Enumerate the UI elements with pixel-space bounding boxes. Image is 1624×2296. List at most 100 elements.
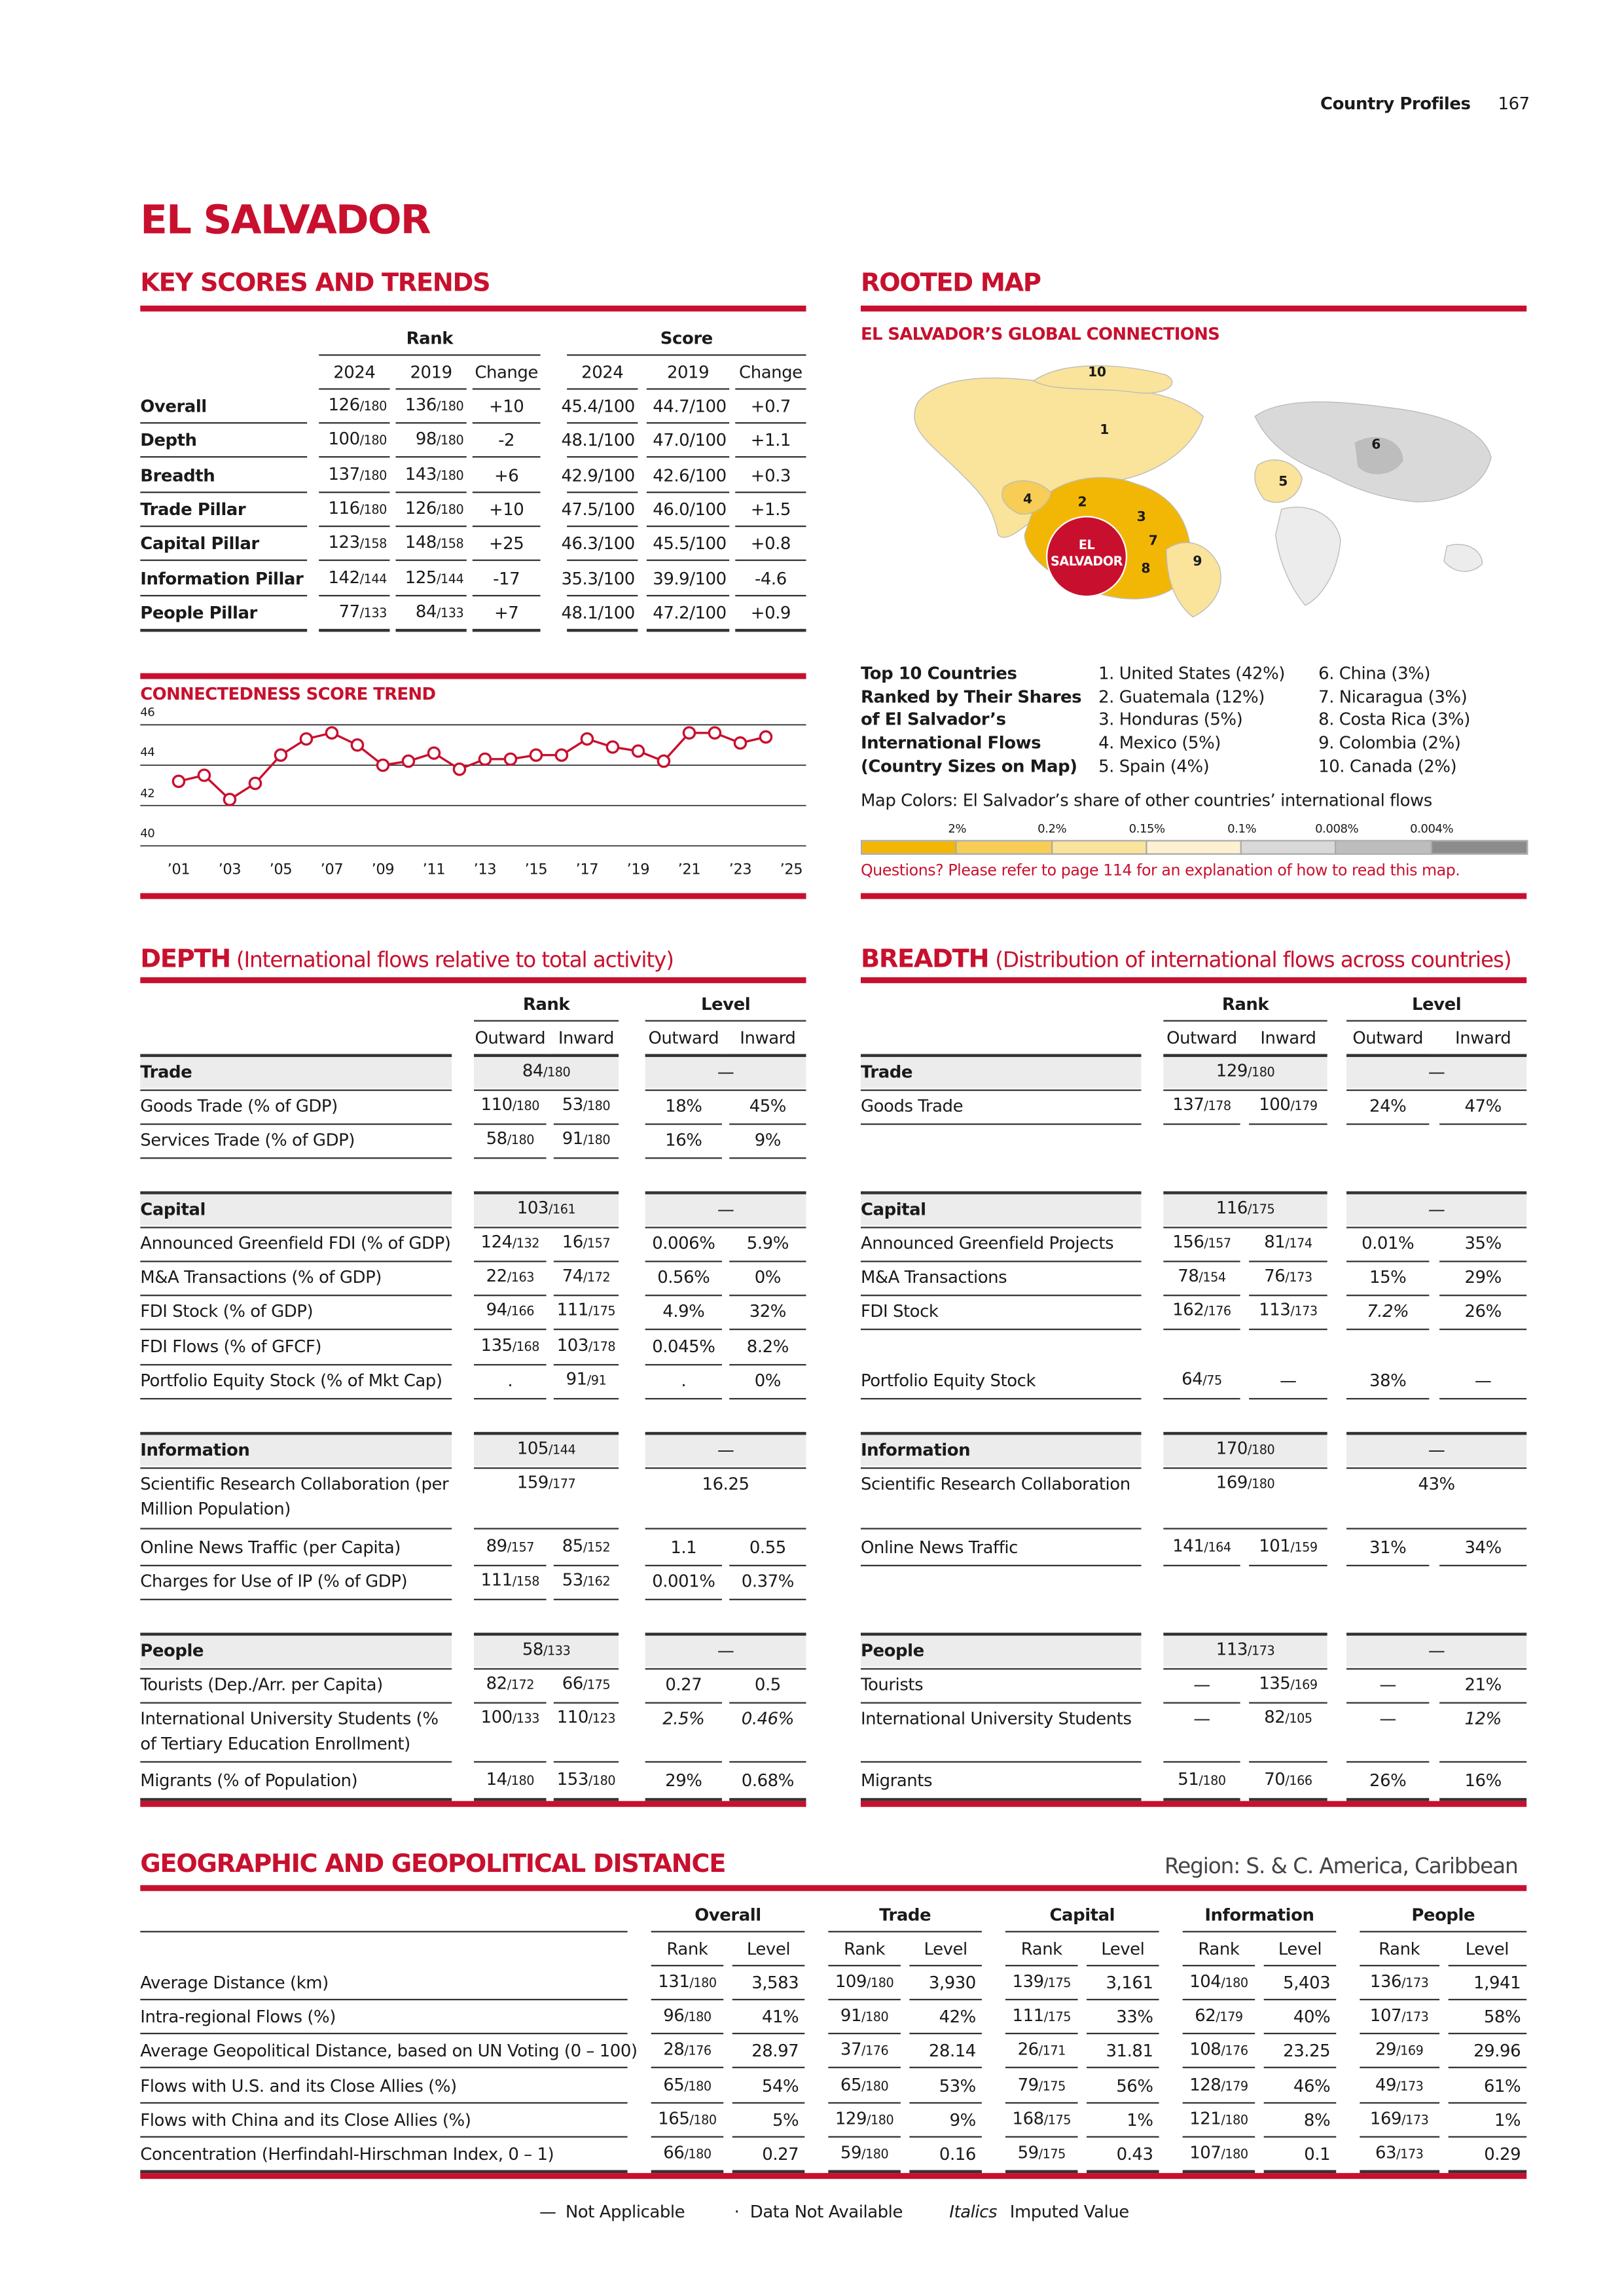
- top10-item: 5. Spain (4%): [1098, 755, 1210, 776]
- legend-symbol: ·: [734, 2200, 740, 2222]
- cell-rule: [646, 628, 730, 632]
- scale-label: 0.15%: [1128, 822, 1166, 836]
- cell: 100/179: [1259, 1094, 1318, 1115]
- section-row-bg: [645, 1055, 806, 1088]
- cell: 116/180: [328, 497, 387, 518]
- cell: 76/173: [1264, 1265, 1312, 1286]
- cell: 82/105: [1264, 1706, 1312, 1727]
- cell: 16.25: [702, 1473, 749, 1494]
- row-label: Capital: [140, 1198, 206, 1220]
- cell-rule: [732, 2033, 805, 2035]
- group-header: Rank: [1221, 993, 1269, 1014]
- x-tick-label: ’25: [780, 862, 803, 879]
- row-label: Intra-regional Flows (%): [140, 2006, 336, 2028]
- row-label: Tourists: [860, 1674, 924, 1695]
- column-header: Outward: [1352, 1027, 1424, 1049]
- cell-rule: [474, 1123, 547, 1125]
- group-header: People: [1411, 1904, 1475, 1926]
- cell: 136/180: [405, 394, 464, 415]
- cell-rule: [1346, 1668, 1527, 1670]
- top10-item: 1. United States (42%): [1098, 662, 1285, 684]
- cell: 101/159: [1259, 1535, 1318, 1556]
- cell: —: [717, 1061, 734, 1083]
- section-row-bg: [860, 1433, 1142, 1466]
- cell-rule: [1346, 1191, 1527, 1194]
- row-label: Trade Pillar: [140, 499, 246, 520]
- cell-rule: [1087, 1965, 1159, 1967]
- cell: 91/180: [562, 1128, 611, 1149]
- cell-rule: [860, 1054, 1142, 1057]
- cell-rule: [553, 1702, 619, 1704]
- section-row-bg: [474, 1055, 619, 1088]
- x-tick-label: ’11: [422, 862, 446, 879]
- row-label: FDI Stock (% of GDP): [140, 1300, 314, 1321]
- cell-rule: [651, 2170, 724, 2174]
- row-label: Information Pillar: [140, 567, 304, 588]
- cell: 3,583: [751, 1972, 799, 1993]
- column-header: Change: [475, 361, 538, 383]
- top10-heading: Top 10 Countries Ranked by Their Shares …: [860, 662, 1082, 776]
- cell: 33%: [1116, 2006, 1153, 2028]
- cell-rule: [860, 1261, 1142, 1263]
- cell-rule: [567, 594, 638, 596]
- trend-point: [299, 732, 314, 746]
- trend-point: [197, 768, 211, 782]
- cell-rule: [1439, 1397, 1527, 1400]
- cell: 109/180: [835, 1971, 894, 1992]
- cell-rule: [553, 1798, 619, 1801]
- cell: 77/133: [338, 600, 388, 622]
- cell: 2.5%: [662, 1708, 705, 1729]
- cell: 96/180: [663, 2005, 712, 2026]
- cell: 64/75: [1182, 1368, 1222, 1390]
- cell-rule: [1447, 2067, 1527, 2069]
- cell-rule: [395, 525, 467, 527]
- cell: 5%: [772, 2109, 799, 2130]
- cell: 21%: [1464, 1674, 1502, 1695]
- section-title: BREADTH: [860, 944, 990, 975]
- cell-rule: [1163, 1020, 1327, 1022]
- cell-rule: [474, 1598, 547, 1600]
- map-label: 7: [1148, 534, 1158, 550]
- top10-item: 10. Canada (2%): [1318, 755, 1457, 776]
- cell: 58/133: [522, 1638, 571, 1660]
- cell-rule: [645, 1054, 806, 1057]
- cell: —: [1428, 1640, 1445, 1661]
- cell-rule: [729, 1157, 806, 1159]
- cell-rule: [1439, 1564, 1527, 1567]
- cell: 143/180: [405, 463, 464, 484]
- cell-rule: [1087, 2170, 1159, 2174]
- column-header: Outward: [648, 1027, 719, 1049]
- cell-rule: [860, 1564, 1142, 1567]
- cell-rule: [1439, 1123, 1527, 1125]
- cell: 26/171: [1017, 2039, 1066, 2060]
- row-label: Depth: [140, 430, 197, 451]
- cell-rule: [1163, 1261, 1240, 1263]
- section-rule: [140, 2173, 1527, 2179]
- cell-rule: [645, 1123, 722, 1125]
- cell-rule: [474, 1702, 547, 1704]
- cell-rule: [1263, 1998, 1337, 2001]
- cell-rule: [474, 1431, 619, 1435]
- cell: 39.9/100: [653, 567, 727, 588]
- map-label: 8: [1141, 562, 1151, 577]
- cell: 62/179: [1195, 2005, 1243, 2026]
- row-label: International University Students (% of …: [140, 1708, 439, 1754]
- cell: 0.16: [939, 2143, 976, 2164]
- cell: 24%: [1369, 1095, 1407, 1117]
- cell-rule: [735, 422, 806, 424]
- cell: —: [1428, 1439, 1445, 1460]
- cell-rule: [474, 1528, 619, 1530]
- cell-rule: [645, 1020, 806, 1022]
- cell-rule: [1447, 2170, 1527, 2174]
- cell-rule: [472, 456, 541, 458]
- row-label: Charges for Use of IP (% of GDP): [140, 1570, 408, 1592]
- cell: 56%: [1116, 2075, 1153, 2096]
- cell-rule: [140, 1528, 452, 1530]
- cell: 168/175: [1012, 2108, 1072, 2128]
- cell-rule: [1346, 1227, 1527, 1229]
- cell-rule: [1249, 1295, 1327, 1297]
- cell: 1%: [1494, 2109, 1521, 2130]
- cell: 66/175: [562, 1672, 611, 1694]
- cell-rule: [1447, 2136, 1527, 2138]
